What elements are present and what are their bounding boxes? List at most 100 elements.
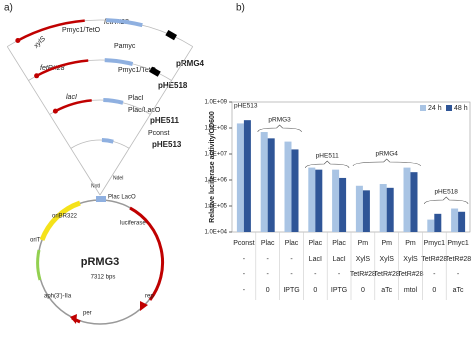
bar bbox=[243, 120, 251, 232]
x-detail-label: aTc bbox=[381, 287, 392, 294]
bar bbox=[260, 132, 268, 232]
x-tick-label: Pmyc1 bbox=[424, 240, 446, 247]
plasmid-diagram: xylS Pmyc1/TetO fetR#28 Pamyc pRMG4 fetR… bbox=[6, 18, 205, 325]
group-label: pRMG3 bbox=[268, 117, 291, 124]
plasmid-name: pHE511 bbox=[150, 116, 179, 125]
x-detail-label: TetR#28 bbox=[374, 271, 400, 278]
promoter-label: Plac/LacO bbox=[128, 107, 161, 114]
promoter-arrow bbox=[104, 58, 134, 66]
feature-label: aph(3')-IIa bbox=[44, 294, 72, 300]
promoter-arrow bbox=[103, 98, 124, 105]
arrow-head bbox=[140, 301, 148, 311]
y-tick-label: 1.0E+08 bbox=[204, 126, 227, 132]
group-label: pRMG4 bbox=[375, 151, 398, 158]
legend-swatch bbox=[446, 105, 452, 111]
group-label: pHE518 bbox=[434, 189, 458, 196]
plac-promoter bbox=[96, 196, 106, 202]
x-detail-label: XylS bbox=[356, 256, 371, 263]
panel-label: a) bbox=[4, 3, 13, 14]
x-detail-label: aTc bbox=[453, 287, 464, 294]
plasmid-name: pRMG4 bbox=[176, 59, 205, 68]
x-detail-label: - bbox=[290, 256, 293, 263]
promoter-label: Pmyc1/TetO bbox=[118, 67, 157, 74]
y-tick-label: 1.0E+04 bbox=[204, 230, 227, 236]
operator-box bbox=[149, 66, 161, 77]
bar bbox=[403, 167, 411, 232]
x-detail-label: TetR#28 bbox=[445, 256, 471, 263]
site-label: NotI bbox=[91, 183, 100, 189]
ori-arc bbox=[39, 200, 81, 241]
x-tick-label: Pmyc1 bbox=[447, 240, 469, 247]
x-detail-label: 0 bbox=[432, 287, 436, 294]
bar bbox=[458, 211, 466, 232]
bar bbox=[434, 213, 442, 232]
feature-label: rep bbox=[145, 294, 154, 300]
legend-label: 48 h bbox=[454, 105, 468, 112]
x-detail-label: - bbox=[243, 256, 246, 263]
bar bbox=[291, 149, 299, 232]
arrow-head bbox=[70, 314, 77, 324]
x-detail-label: 0 bbox=[266, 287, 270, 294]
x-detail-label: IPTG bbox=[283, 287, 299, 294]
bar bbox=[315, 169, 323, 232]
x-detail-label: 0 bbox=[361, 287, 365, 294]
x-detail-label: - bbox=[267, 271, 270, 278]
y-tick-label: 1.0E+06 bbox=[204, 178, 227, 184]
legend-swatch bbox=[420, 105, 426, 111]
group-bracket bbox=[257, 124, 302, 133]
x-detail-label: - bbox=[243, 271, 246, 278]
bar bbox=[308, 167, 316, 232]
x-detail-label: LacI bbox=[332, 256, 345, 263]
feature-label: oriT bbox=[30, 238, 41, 244]
feature-label: per bbox=[83, 311, 92, 317]
x-detail-label: - bbox=[243, 287, 246, 294]
bar bbox=[355, 185, 363, 232]
gene-label: lacI bbox=[66, 94, 77, 101]
site-label: Plac LacO bbox=[108, 195, 136, 201]
y-tick-label: 1.0E+07 bbox=[204, 152, 227, 158]
y-tick-label: 1.0E+09 bbox=[204, 100, 227, 106]
legend-label: 24 h bbox=[428, 105, 442, 112]
x-detail-label: IPTG bbox=[331, 287, 347, 294]
operator-box bbox=[165, 30, 178, 41]
x-tick-label: Plac bbox=[261, 240, 275, 247]
x-detail-label: XylS bbox=[379, 256, 394, 263]
promoter-label: Pconst bbox=[148, 130, 169, 137]
x-tick-label: Pm bbox=[381, 240, 392, 247]
x-detail-label: TetR#28 bbox=[350, 271, 376, 278]
x-tick-label: Plac bbox=[332, 240, 346, 247]
x-detail-label: TetR#28 bbox=[397, 271, 423, 278]
vector-arc bbox=[70, 139, 130, 149]
fan-line bbox=[6, 46, 101, 196]
x-detail-label: TetR#28 bbox=[421, 256, 447, 263]
group-label: pHE513 bbox=[234, 103, 258, 110]
x-detail-label: - bbox=[314, 271, 317, 278]
fan-line bbox=[99, 46, 194, 196]
gene-arrow bbox=[36, 59, 89, 77]
x-detail-label: - bbox=[433, 271, 436, 278]
promoter-arrow bbox=[101, 138, 114, 144]
gene-label: xylS bbox=[32, 35, 47, 50]
y-tick-label: 1.0E+05 bbox=[204, 204, 227, 210]
panel-label: b) bbox=[236, 3, 245, 14]
aph-arc bbox=[36, 249, 42, 281]
gene-arrow bbox=[54, 99, 92, 113]
luciferase-arc bbox=[129, 206, 165, 301]
x-detail-label: 0 bbox=[313, 287, 317, 294]
promoter-arrow bbox=[106, 18, 143, 28]
x-tick-label: Pm bbox=[358, 240, 369, 247]
bar bbox=[362, 190, 370, 232]
bar bbox=[379, 184, 387, 232]
bar bbox=[236, 123, 244, 232]
bar bbox=[451, 208, 459, 232]
x-tick-label: Pm bbox=[405, 240, 416, 247]
x-detail-label: - bbox=[457, 271, 460, 278]
gene-arrow bbox=[17, 19, 85, 42]
x-detail-label: LacI bbox=[309, 256, 322, 263]
bar bbox=[339, 177, 347, 232]
bar bbox=[386, 187, 394, 232]
bar bbox=[427, 219, 435, 232]
site-label: NdeI bbox=[113, 175, 124, 181]
x-detail-label: - bbox=[267, 256, 270, 263]
